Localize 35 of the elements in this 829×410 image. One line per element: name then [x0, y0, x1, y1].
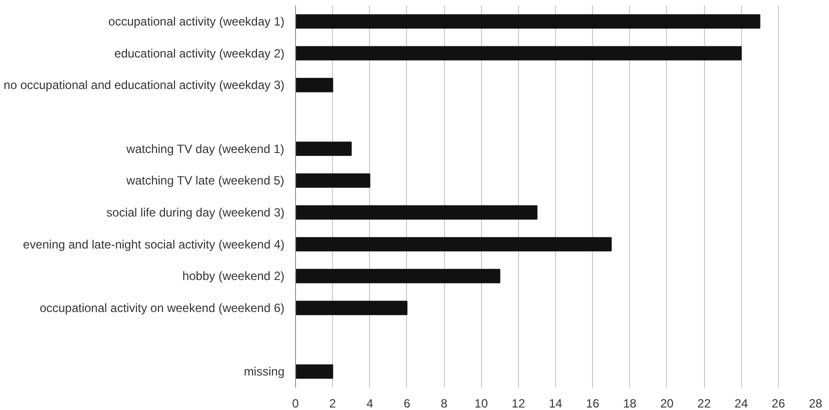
x-tick-label: 20 — [660, 396, 674, 410]
x-tick-label: 2 — [329, 396, 336, 410]
y-tick-label: hobby (weekend 2) — [182, 269, 285, 284]
bar — [296, 364, 334, 379]
x-tick-label: 6 — [404, 396, 411, 410]
y-tick-label: no occupational and educational activity (weekday 3) — [4, 78, 285, 92]
bar — [296, 142, 352, 156]
x-tick-label: 4 — [366, 396, 374, 410]
bar — [296, 237, 612, 252]
y-tick-label: social life during day (weekend 3) — [106, 205, 285, 220]
y-tick-label: occupational activity on weekend (weekend 6) — [40, 300, 285, 315]
bar — [296, 268, 500, 284]
x-tick-label: 16 — [586, 396, 600, 410]
x-tick-label: 22 — [697, 396, 712, 410]
bar — [296, 300, 408, 316]
bar — [296, 173, 370, 188]
y-tick-label: educational activity (weekday 2) — [114, 46, 285, 60]
x-tick-label: 10 — [474, 396, 488, 410]
x-tick-label: 14 — [548, 396, 562, 410]
x-tick-label: 24 — [734, 396, 748, 410]
y-tick-label: watching TV late (weekend 5) — [125, 174, 284, 188]
y-tick-label: missing — [244, 364, 285, 379]
x-tick-label: 26 — [772, 396, 786, 410]
x-tick-label: 0 — [292, 396, 300, 410]
x-tick-label: 28 — [808, 396, 822, 410]
y-tick-label: watching TV day (weekend 1) — [125, 142, 284, 156]
y-tick-label: occupational activity (weekday 1) — [108, 14, 285, 28]
x-tick-label: 8 — [440, 396, 448, 410]
x-tick-label: 12 — [512, 396, 526, 410]
y-tick-label: evening and late-night social activity (weekend 4) — [23, 237, 285, 252]
bar — [296, 46, 742, 60]
bar — [296, 205, 538, 220]
x-tick-label: 18 — [623, 396, 637, 410]
bar — [296, 14, 760, 29]
bar — [296, 78, 334, 92]
